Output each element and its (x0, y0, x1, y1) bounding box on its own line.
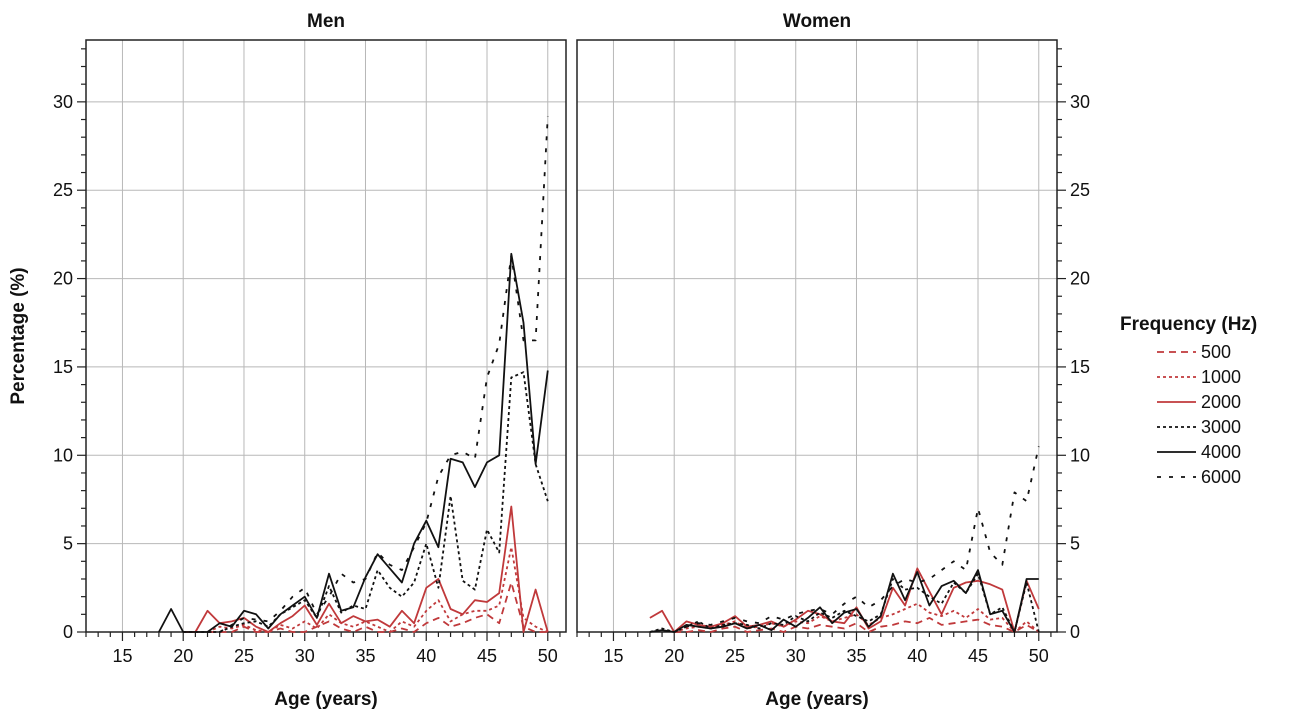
men-x-tick-label: 35 (355, 646, 375, 666)
men-y-tick-label: 30 (53, 92, 73, 112)
women-x-tick-label: 50 (1029, 646, 1049, 666)
legend-label-3000: 3000 (1201, 417, 1241, 437)
men-x-tick-label: 30 (295, 646, 315, 666)
women-x-tick-label: 35 (846, 646, 866, 666)
men-series-6000 (207, 115, 549, 633)
women-x-tick-label: 15 (603, 646, 623, 666)
legend-title: Frequency (Hz) (1120, 314, 1257, 335)
men-y-tick-label: 5 (63, 534, 73, 554)
women-series-3000 (649, 572, 1040, 633)
men-series-4000 (158, 252, 549, 633)
panel-women: 15 20 25 30 35 40 45 50 0 5 10 15 20 25 30 Women Age (ye… (576, 11, 1090, 710)
women-y-tick-label: 5 (1070, 534, 1080, 554)
women-panel-title: Women (783, 11, 851, 32)
legend-item-3000: 3000 (1157, 417, 1241, 437)
women-x-axis-label: Age (years) (765, 689, 869, 710)
legend: Frequency (Hz) 500 1000 2000 3000 4000 6000 (1120, 314, 1257, 487)
women-x-tick-label: 45 (968, 646, 988, 666)
legend-label-4000: 4000 (1201, 442, 1241, 462)
women-x-tick-label: 30 (786, 646, 806, 666)
men-x-axis-label: Age (years) (274, 689, 378, 710)
women-series-6000 (673, 446, 1040, 633)
women-x-tick-label: 25 (725, 646, 745, 666)
men-series-2000 (183, 505, 549, 633)
legend-label-500: 500 (1201, 342, 1231, 362)
legend-item-2000: 2000 (1157, 392, 1241, 412)
women-y-tick-label: 10 (1070, 445, 1090, 465)
panel-men: 15 20 25 30 35 40 45 50 0 5 10 15 20 25 30 Men Age (year… (8, 11, 567, 710)
legend-label-6000: 6000 (1201, 467, 1241, 487)
men-y-tick-label: 20 (53, 269, 73, 289)
men-series-3000 (183, 371, 549, 633)
women-x-tick-label: 20 (664, 646, 684, 666)
women-y-tick-label: 0 (1070, 622, 1080, 642)
men-y-tick-label: 0 (63, 622, 73, 642)
men-plot-frame (85, 39, 567, 633)
men-series-500 (207, 581, 548, 633)
men-panel-title: Men (307, 11, 345, 32)
men-y-tick-label: 25 (53, 180, 73, 200)
women-series-4000 (649, 569, 1039, 633)
women-series-1000 (673, 602, 1040, 633)
men-y-tick-label: 10 (53, 445, 73, 465)
legend-label-2000: 2000 (1201, 392, 1241, 412)
men-x-tick-label: 50 (538, 646, 558, 666)
men-y-tick-label: 15 (53, 357, 73, 377)
men-series-1000 (207, 546, 549, 633)
women-x-tick-label: 40 (907, 646, 927, 666)
women-y-tick-label: 15 (1070, 357, 1090, 377)
legend-item-4000: 4000 (1157, 442, 1241, 462)
men-x-tick-label: 20 (173, 646, 193, 666)
men-x-tick-label: 45 (477, 646, 497, 666)
women-plot-frame (576, 39, 1058, 633)
women-series-500 (674, 617, 1040, 633)
legend-item-500: 500 (1157, 342, 1231, 362)
men-y-axis-label: Percentage (%) (8, 267, 29, 404)
women-y-tick-label: 30 (1070, 92, 1090, 112)
women-y-tick-label: 20 (1070, 269, 1090, 289)
legend-label-1000: 1000 (1201, 367, 1241, 387)
legend-item-1000: 1000 (1157, 367, 1241, 387)
men-x-tick-label: 25 (234, 646, 254, 666)
women-y-tick-label: 25 (1070, 180, 1090, 200)
men-x-tick-label: 15 (112, 646, 132, 666)
men-x-tick-label: 40 (416, 646, 436, 666)
legend-item-6000: 6000 (1157, 467, 1241, 487)
